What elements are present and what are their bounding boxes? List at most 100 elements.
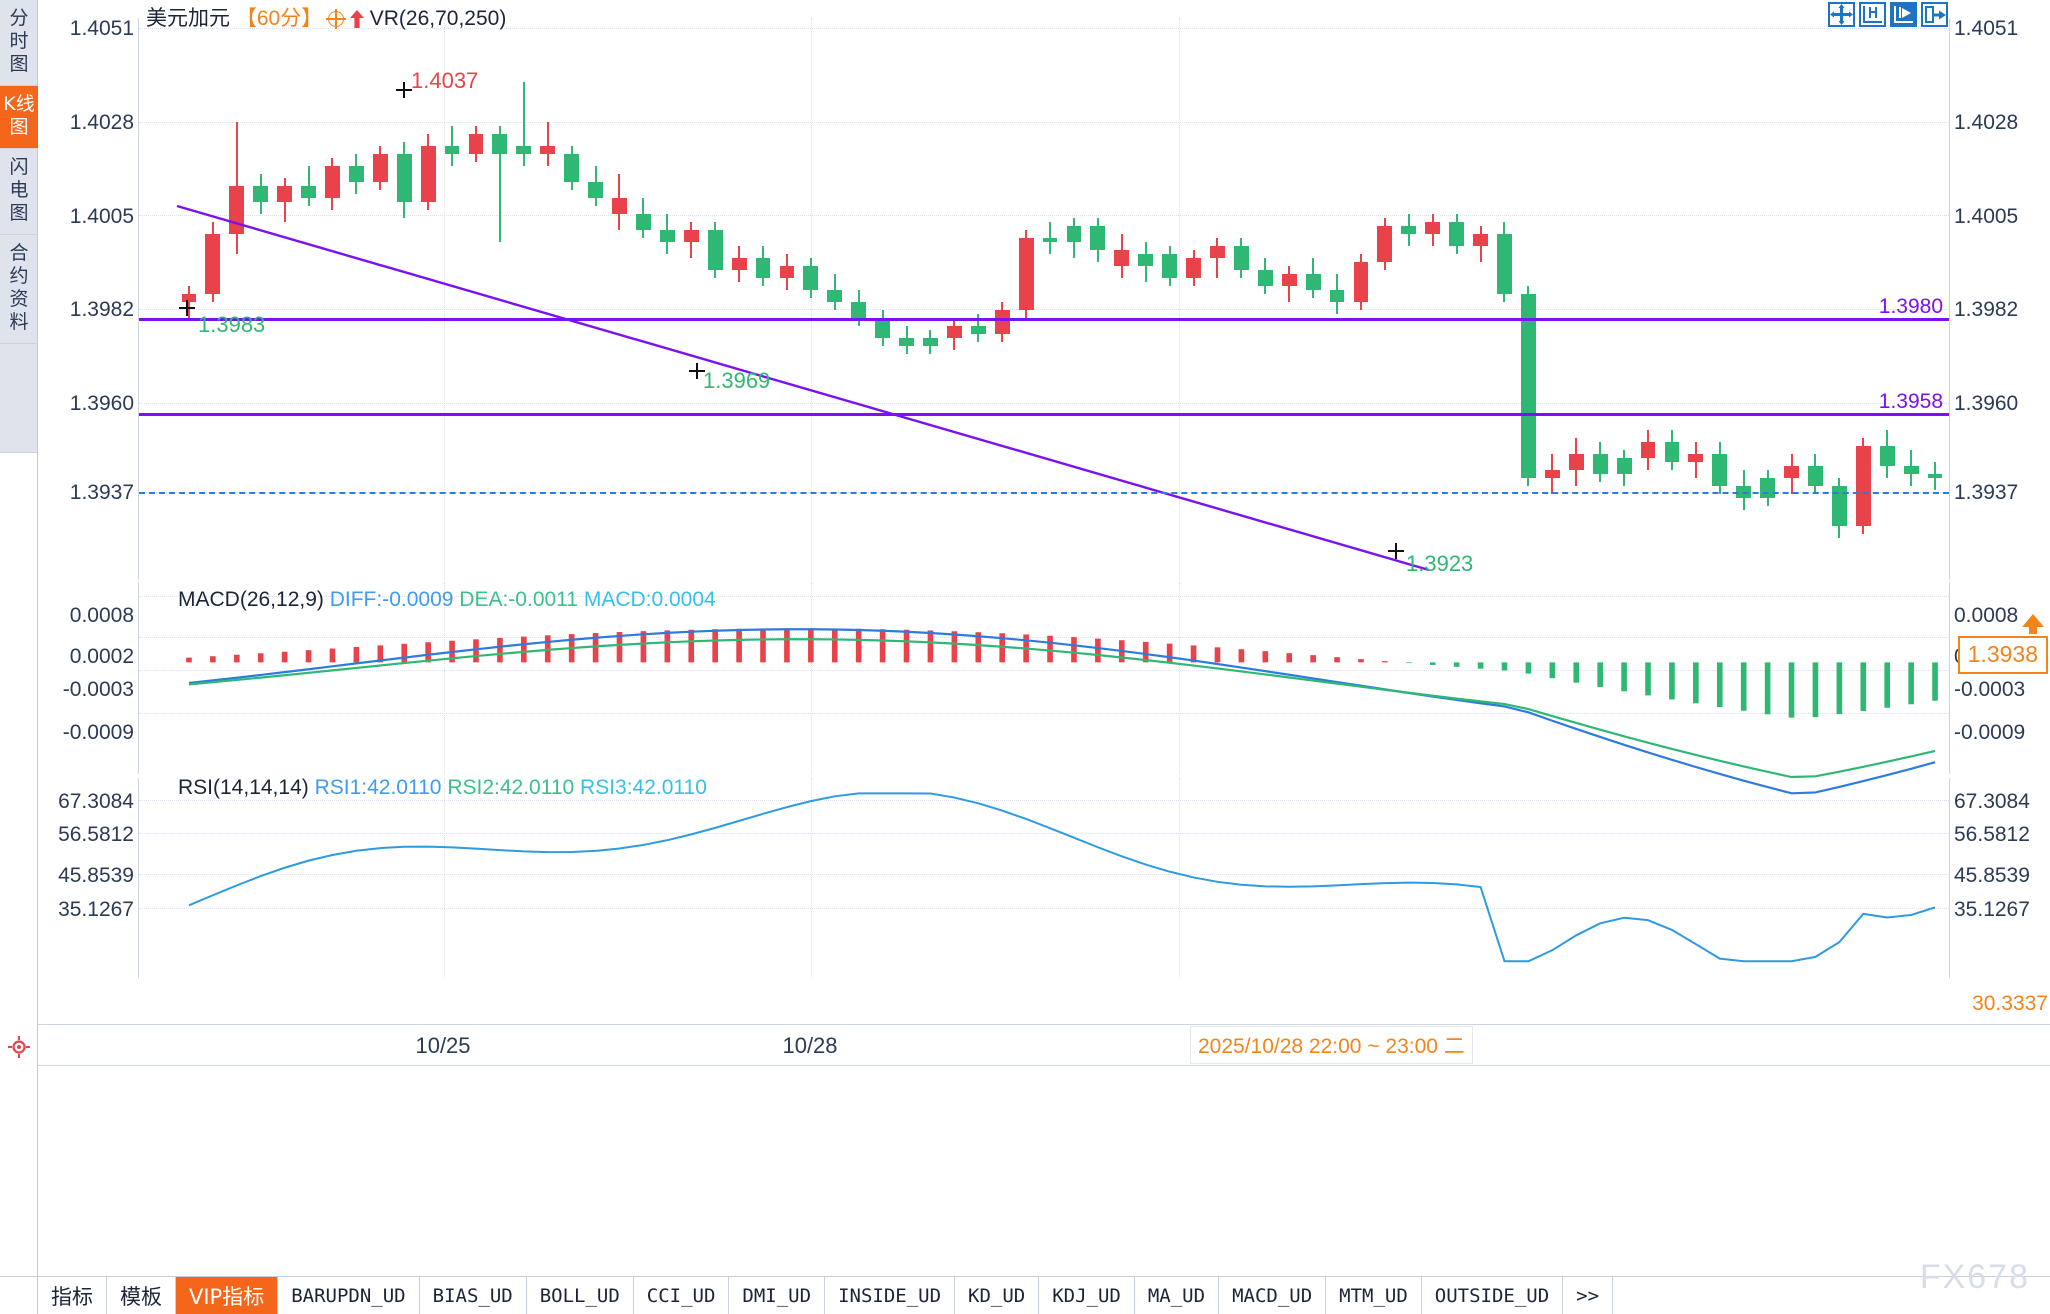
candle-body <box>1186 258 1201 278</box>
candle-body <box>1544 470 1560 478</box>
axis-label: 1.4028 <box>69 111 134 134</box>
tab-vip-indicators[interactable]: VIP指标 <box>176 1277 279 1314</box>
candle-wick <box>546 122 549 166</box>
tab-cci-ud[interactable]: CCI_UD <box>634 1277 730 1314</box>
gridline <box>444 582 445 774</box>
candle-body <box>1616 458 1632 474</box>
candle <box>492 126 508 242</box>
tab-kdj-ud[interactable]: KDJ_UD <box>1039 1277 1135 1314</box>
zoom-region-icon[interactable] <box>1890 2 1917 27</box>
measure-vertical-icon[interactable] <box>1859 2 1886 27</box>
candle <box>1760 470 1776 506</box>
rsi-axis-label: 35.1267 <box>58 898 134 921</box>
current-price-tag[interactable]: 1.3938 <box>1957 636 2048 674</box>
move-crosshair-icon[interactable] <box>1828 2 1855 27</box>
candle-body <box>970 326 986 334</box>
candle <box>1257 258 1273 294</box>
candle-body <box>1257 270 1273 286</box>
rsi-plot[interactable] <box>138 778 1950 978</box>
tab-macd-ud[interactable]: MACD_UD <box>1219 1277 1327 1314</box>
candle-body <box>181 294 197 302</box>
candle <box>588 166 603 206</box>
candle-body <box>277 186 293 202</box>
candle <box>1162 246 1178 286</box>
sidebar-item-candlestick[interactable]: K线图 <box>0 86 38 149</box>
candle-body <box>1138 254 1154 266</box>
rsi-axis-label: 67.3084 <box>1954 790 2030 813</box>
tab-bias-ud[interactable]: BIAS_UD <box>420 1277 527 1314</box>
price-chart-plot[interactable]: 1.3980 1.3958 1.4037 1.3983 1.3969 1.392… <box>138 18 1950 580</box>
tab-templates[interactable]: 模板 <box>107 1277 176 1314</box>
candle-body <box>1760 478 1776 498</box>
high-marker <box>396 82 412 98</box>
candle <box>970 314 986 342</box>
candle-body <box>229 186 245 234</box>
gridline <box>811 18 812 580</box>
sidebar-item-contract-info[interactable]: 合约资料 <box>0 235 38 344</box>
gridline <box>139 309 1949 310</box>
gridline <box>1179 18 1180 580</box>
last-price-line[interactable] <box>139 492 1949 494</box>
support-line-1[interactable]: 1.3980 <box>139 295 1949 321</box>
candle <box>1544 454 1560 494</box>
candle-body <box>1018 238 1034 310</box>
candle <box>1521 286 1536 486</box>
macd-overlay <box>186 628 1938 795</box>
tab-more[interactable]: >> <box>1563 1277 1614 1314</box>
open-marker <box>179 300 195 316</box>
crosshair-circle-icon[interactable] <box>326 9 347 29</box>
axis-label: 1.3982 <box>1954 298 2019 321</box>
candle-body <box>1592 454 1608 474</box>
chart-main-area: 美元加元 【60分】 VR(26,70,250) 1.4051 1.4028 1… <box>38 0 2050 1314</box>
tab-barupdn-ud[interactable]: BARUPDN_UD <box>278 1277 420 1314</box>
tab-kd-ud[interactable]: KD_UD <box>955 1277 1040 1314</box>
candle <box>779 254 795 290</box>
gridline <box>139 122 1949 123</box>
candle-body <box>659 230 675 242</box>
candle-body <box>1879 446 1895 466</box>
candle <box>1688 442 1704 478</box>
tab-inside-ud[interactable]: INSIDE_UD <box>825 1277 956 1314</box>
support-line-2[interactable]: 1.3958 <box>139 390 1949 416</box>
gridline <box>139 874 1949 875</box>
candle-body <box>1233 246 1249 270</box>
macd-title: MACD(26,12,9) <box>178 588 324 611</box>
candle <box>1377 218 1393 270</box>
candle-body <box>420 146 436 202</box>
target-crosshair-icon[interactable] <box>8 1036 30 1058</box>
exit-fullscreen-icon[interactable] <box>1921 2 1948 27</box>
axis-label: 1.4028 <box>1954 111 2019 134</box>
candle <box>1497 222 1512 302</box>
macd-plot[interactable] <box>138 582 1950 795</box>
candle-body <box>492 134 508 154</box>
sidebar-item-lightning[interactable]: 闪电图 <box>0 149 38 235</box>
tab-boll-ud[interactable]: BOLL_UD <box>527 1277 634 1314</box>
candle-body <box>779 266 795 278</box>
candle-body <box>444 146 460 154</box>
tab-ma-ud[interactable]: MA_UD <box>1135 1277 1220 1314</box>
axis-label: 1.3960 <box>1954 392 2019 415</box>
sidebar-item-timeline[interactable]: 分时图 <box>0 0 38 86</box>
candle-body <box>1281 274 1297 286</box>
price-overlay <box>176 204 1430 572</box>
time-tick-label: 10/28 <box>782 1033 838 1058</box>
candle-body <box>1449 222 1465 246</box>
tab-outside-ud[interactable]: OUTSIDE_UD <box>1422 1277 1564 1314</box>
candle <box>1808 454 1823 494</box>
candle <box>325 158 340 210</box>
tab-indicators[interactable]: 指标 <box>38 1277 107 1314</box>
price-direction-arrow-stem <box>2029 626 2037 634</box>
gridline <box>139 800 1949 801</box>
candle-body <box>755 258 771 278</box>
macd-axis-label: -0.0009 <box>1954 721 2026 744</box>
candle <box>1401 214 1417 246</box>
candle-body <box>683 230 699 242</box>
macd-axis-label: -0.0009 <box>62 721 134 744</box>
candle <box>1879 430 1895 478</box>
tab-mtm-ud[interactable]: MTM_UD <box>1326 1277 1422 1314</box>
sidebar-item-label: 合约资料 <box>9 242 29 333</box>
candle <box>1353 254 1369 310</box>
candle <box>923 330 938 354</box>
tab-dmi-ud[interactable]: DMI_UD <box>729 1277 826 1314</box>
gridline <box>139 833 1949 834</box>
